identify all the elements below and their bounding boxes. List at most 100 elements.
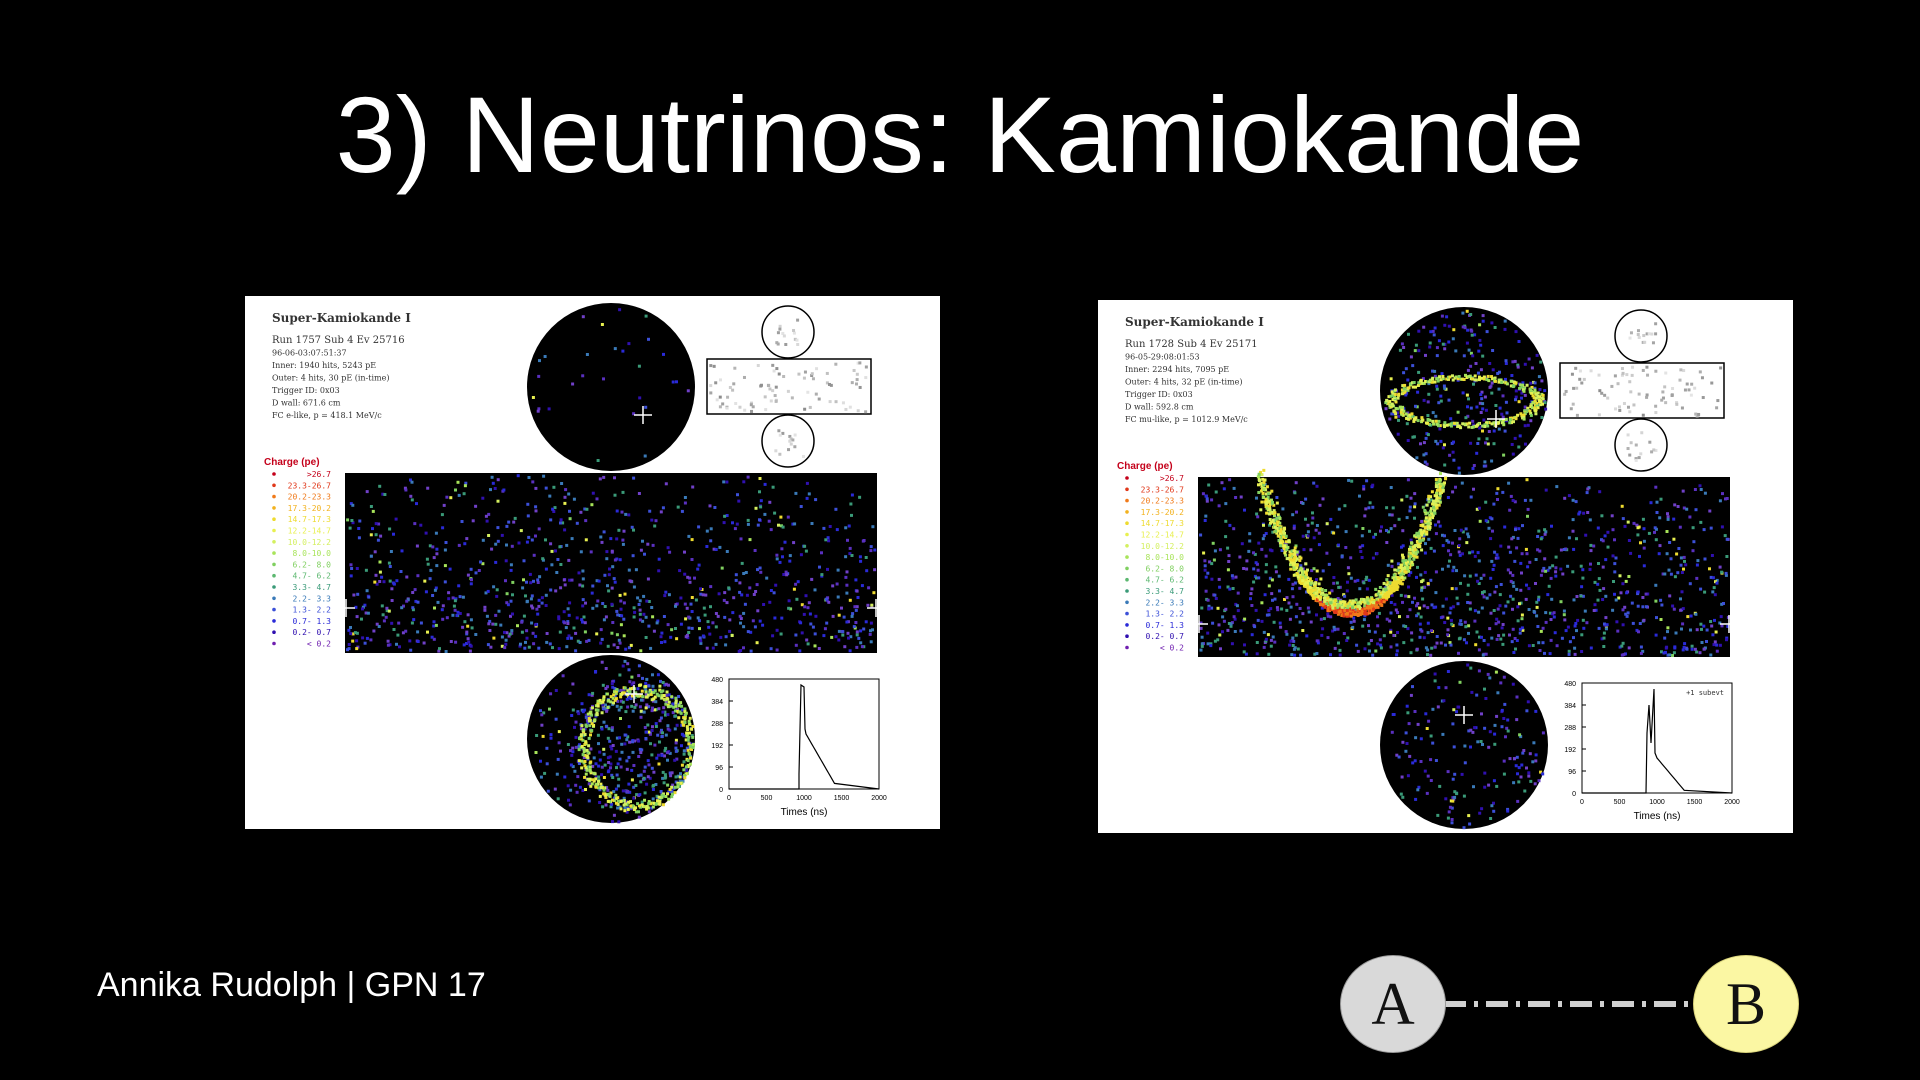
charge-legend-label: 23.3-26.7 — [1141, 485, 1185, 494]
charge-legend-dot — [272, 596, 276, 601]
histogram-ytick-label: 192 — [711, 743, 723, 750]
charge-legend-dot — [1125, 589, 1129, 593]
charge-legend-dot — [1125, 510, 1129, 514]
charge-legend-dot — [1125, 544, 1129, 548]
event-display-e-like: Super-Kamiokande I Run 1757 Sub 4 Ev 2571… — [245, 296, 940, 829]
histogram-ytick-label: 0 — [1572, 791, 1576, 798]
event-run-line: Run 1728 Sub 4 Ev 25171 — [1125, 339, 1258, 350]
charge-legend-dot — [272, 551, 276, 555]
charge-legend-dot — [272, 630, 276, 634]
charge-legend-dot — [1125, 521, 1129, 525]
event-trigger-line: Trigger ID: 0x03 — [1125, 390, 1193, 399]
histogram-subevent-note: +1 subevt — [1686, 689, 1724, 697]
charge-legend-label: 1.3- 2.2 — [292, 606, 331, 615]
charge-legend-label: 14.7-17.3 — [288, 515, 332, 524]
outer-detector-display — [706, 305, 872, 468]
histogram-ytick-label: 192 — [1564, 747, 1576, 754]
histogram-ytick-label: 480 — [711, 677, 723, 684]
charge-legend-dot — [1125, 498, 1129, 503]
histogram-ytick-label: 288 — [1564, 725, 1576, 732]
charge-legend-dot — [1125, 600, 1129, 605]
charge-legend-label: 17.3-20.2 — [288, 504, 332, 513]
top-cap-display — [527, 303, 695, 471]
connector-line — [1444, 1001, 1694, 1007]
charge-legend-label: 2.2- 3.3 — [1145, 598, 1184, 607]
slide-title: 3) Neutrinos: Kamiokande — [335, 74, 1585, 195]
bottom-cap-display — [527, 655, 695, 824]
footer-author: Annika Rudolph | GPN 17 — [97, 966, 486, 1004]
badge-b: B — [1693, 955, 1799, 1053]
charge-legend-label: 10.0-12.2 — [1141, 542, 1185, 551]
badge-a: A — [1340, 955, 1446, 1053]
histogram-ytick-label: 96 — [715, 765, 723, 772]
bottom-cap-display — [1380, 661, 1548, 830]
charge-legend-dot — [272, 540, 276, 544]
charge-legend-dot — [1125, 555, 1129, 559]
histogram-ytick-label: 288 — [711, 721, 723, 728]
event-dwall-line: D wall: 592.8 cm — [1125, 403, 1194, 412]
charge-legend-dot — [272, 517, 276, 521]
charge-legend-label: 4.7- 6.2 — [1145, 576, 1184, 585]
top-cap-display — [1380, 307, 1548, 475]
charge-legend-label: >26.7 — [1160, 474, 1184, 483]
charge-legend-dot — [272, 607, 276, 612]
charge-legend-label: 3.3- 4.7 — [292, 583, 331, 592]
charge-legend-dot — [272, 573, 276, 578]
charge-legend-label: 0.2- 0.7 — [1145, 632, 1184, 641]
charge-legend-title: Charge (pe) — [1117, 461, 1173, 472]
event-display-mu-like: Super-Kamiokande I Run 1728 Sub 4 Ev 2517… — [1098, 300, 1793, 833]
charge-legend-dot — [272, 562, 276, 567]
charge-legend-label: < 0.2 — [307, 640, 331, 649]
histogram-xtick-label: 1500 — [834, 795, 850, 802]
event-heading: Super-Kamiokande I — [1125, 315, 1264, 329]
event-inner-line: Inner: 1940 hits, 5243 pE — [272, 361, 376, 370]
barrel-display — [1190, 468, 1738, 657]
event-dwall-line: D wall: 671.6 cm — [272, 399, 341, 408]
histogram-ytick-label: 0 — [719, 787, 723, 794]
charge-legend-label: 17.3-20.2 — [1141, 508, 1185, 517]
charge-legend-label: 12.2-14.7 — [1141, 531, 1185, 540]
charge-legend-dot — [272, 494, 276, 499]
charge-legend-dot — [1125, 623, 1129, 627]
charge-legend-dot — [1125, 476, 1129, 480]
event-date-line: 96-06-03:07:51:37 — [272, 349, 347, 358]
event-fc-line: FC e-like, p = 418.1 MeV/c — [272, 411, 382, 420]
charge-legend-dot — [272, 619, 276, 623]
timing-histogram: 480 384 288 192 96 00 500 1000 1500 2000 Times (ns… — [711, 677, 887, 818]
charge-legend-label: 8.0-10.0 — [1145, 553, 1184, 562]
outer-detector-display — [1559, 309, 1725, 472]
charge-legend-label: 0.7- 1.3 — [292, 617, 331, 626]
barrel-display — [337, 473, 885, 653]
histogram-xtick-label: 1000 — [796, 795, 812, 802]
histogram-xtick-label: 2000 — [871, 795, 887, 802]
charge-legend-label: 0.7- 1.3 — [1145, 621, 1184, 630]
event-inner-line: Inner: 2294 hits, 7095 pE — [1125, 365, 1229, 374]
histogram-ytick-label: 384 — [1564, 703, 1576, 710]
event-heading: Super-Kamiokande I — [272, 311, 411, 325]
charge-legend-dot — [1125, 645, 1129, 650]
charge-legend-title: Charge (pe) — [264, 457, 320, 468]
charge-legend-label: 20.2-23.3 — [1141, 497, 1185, 506]
charge-legend-label: 10.0-12.2 — [288, 538, 332, 547]
charge-legend-label: 6.2- 8.0 — [1145, 564, 1184, 573]
histogram-xtick-label: 1000 — [1649, 799, 1665, 806]
timing-histogram: 480 384 288 192 96 00 500 1000 1500 2000 Times (ns… — [1564, 681, 1740, 822]
event-date-line: 96-05-29:08:01:53 — [1125, 353, 1200, 362]
event-run-line: Run 1757 Sub 4 Ev 25716 — [272, 335, 405, 346]
charge-legend-label: 2.2- 3.3 — [292, 594, 331, 603]
histogram-xtitle: Times (ns) — [781, 807, 828, 818]
charge-legend-dot — [272, 483, 276, 488]
histogram-xtick-label: 2000 — [1724, 799, 1740, 806]
charge-legend-label: 14.7-17.3 — [1141, 519, 1185, 528]
charge-legend-dot — [272, 472, 276, 476]
charge-legend-dot — [272, 506, 276, 510]
charge-legend-dot — [1125, 611, 1129, 616]
charge-legend-label: < 0.2 — [1160, 644, 1184, 653]
histogram-ytick-label: 96 — [1568, 769, 1576, 776]
charge-legend-label: 23.3-26.7 — [288, 481, 332, 490]
histogram-xtick-label: 0 — [727, 795, 731, 802]
event-outer-line: Outer: 4 hits, 32 pE (in-time) — [1125, 378, 1242, 387]
charge-legend-dot — [1125, 566, 1129, 571]
charge-legend-dot — [1125, 487, 1129, 492]
charge-legend-dot — [272, 585, 276, 589]
